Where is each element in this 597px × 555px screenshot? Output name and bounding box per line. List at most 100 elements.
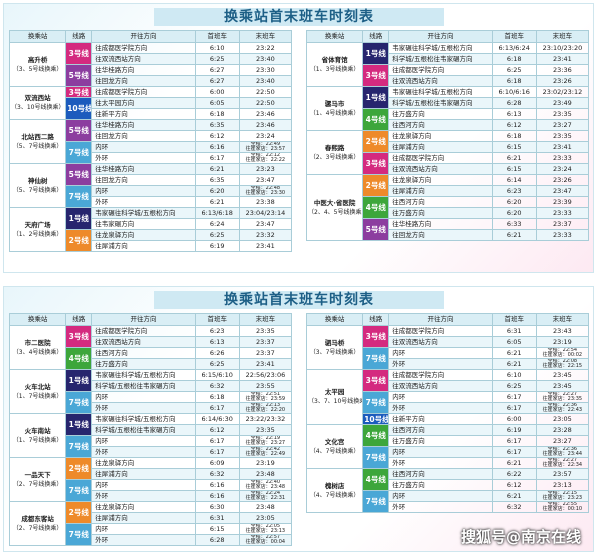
first-train: 6:10 bbox=[491, 369, 537, 381]
last-train: 23:57 bbox=[535, 468, 590, 480]
station-name: 双流西站 bbox=[24, 94, 51, 102]
last-train-time: 22:50 bbox=[256, 87, 275, 96]
last-train: 23:24 bbox=[238, 130, 293, 142]
last-train: 23:45 bbox=[535, 380, 590, 392]
last-train: 23:19 bbox=[238, 457, 293, 469]
station-cell: 太平园 （3、7、10号线换乘） bbox=[305, 369, 364, 425]
station-note: （2、4、5号线换乘） bbox=[308, 208, 363, 216]
last-train-time: 全程：22:49 bbox=[250, 141, 281, 147]
first-train: 6:33 bbox=[491, 218, 537, 230]
last-train: 23:10/23:20 bbox=[535, 42, 590, 54]
last-train: 23:46 bbox=[238, 119, 293, 131]
direction: 往华桂路方向 bbox=[91, 64, 196, 76]
line-cell: 7号线 bbox=[362, 347, 390, 370]
last-train: 22:50 bbox=[238, 86, 293, 98]
panel-title: 换乘站首末班车时刻表 bbox=[154, 8, 444, 26]
direction: 往华桂路方向 bbox=[91, 163, 196, 175]
first-train: 6:15 bbox=[194, 523, 240, 535]
last-train-time: 23:36 bbox=[553, 65, 572, 74]
last-train-time: 全程：22:36 bbox=[547, 402, 578, 408]
last-train-time: 往崔家店：23:30 bbox=[245, 190, 286, 196]
direction: 韦家碾往科学城/五根松方向 bbox=[91, 369, 196, 381]
last-train-time: 往崔家店：23:23 bbox=[542, 495, 583, 501]
first-train: 6:20 bbox=[491, 196, 537, 208]
station-note: （1、4号线换乘） bbox=[309, 109, 360, 117]
last-train: 全程：22:55 往崔家店：00:10 bbox=[535, 501, 590, 513]
direction: 往韦家碾方向 bbox=[91, 218, 196, 230]
last-train: 23:37 bbox=[238, 347, 293, 359]
last-train: 23:26 bbox=[535, 75, 590, 87]
direction: 往成都医学院方向 bbox=[91, 42, 196, 54]
row: 往双流西站方向 6:25 23:40 bbox=[10, 53, 293, 65]
station-name: 一品天下 bbox=[24, 470, 51, 479]
last-train: 23:35 bbox=[535, 130, 590, 142]
last-train-time: 23:49 bbox=[553, 98, 572, 107]
direction: 韦家碾往科学城/五根松方向 bbox=[91, 207, 196, 219]
header-row: 换乘站 线路 开往方向 首班车 末班车 bbox=[8, 30, 293, 43]
first-train: 6:14/6:30 bbox=[194, 413, 240, 425]
row: 外环 6:17 全程：22:12 往崔家店：22:22 bbox=[10, 152, 293, 164]
station-cell: 春熙路 （2、3号线换乘） bbox=[305, 130, 364, 175]
last-train-time: 往崔家店：23:57 bbox=[245, 146, 286, 152]
last-train: 23:47 bbox=[535, 185, 590, 197]
last-train: 全程：22:54 往崔家店：00:02 bbox=[535, 347, 590, 359]
station-note: （2、7号线换乘） bbox=[12, 524, 63, 532]
header-cell: 首班车 bbox=[491, 313, 537, 326]
header-cell: 换乘站 bbox=[8, 313, 67, 326]
last-train: 23:40 bbox=[238, 75, 293, 87]
direction: 往万盛方向 bbox=[388, 435, 493, 447]
line-cell: 5号线 bbox=[65, 163, 93, 186]
header-cell: 首班车 bbox=[194, 313, 240, 326]
last-train-time: 23:32 bbox=[256, 230, 275, 239]
last-train-time: 往崔家店：22:43 bbox=[542, 407, 583, 413]
station-name: 火车北站 bbox=[24, 382, 51, 391]
header-cell: 末班车 bbox=[535, 313, 590, 326]
last-train-time: 往崔家店：23:59 bbox=[245, 396, 286, 402]
first-train: 6:24 bbox=[194, 218, 240, 230]
direction: 科学城/五根松往韦家碾方向 bbox=[388, 53, 493, 65]
timetable: 换乘站 线路 开往方向 首班车 末班车 省体育馆 （1、3号线换乘） 1号线 韦家碾往科学城/五… bbox=[305, 30, 590, 241]
last-train-time: 23:10/23:20 bbox=[542, 43, 583, 52]
last-train-time: 22:56/23:06 bbox=[245, 370, 286, 379]
first-train: 6:25 bbox=[491, 64, 537, 76]
last-train-time: 往崔家店：00:02 bbox=[542, 352, 583, 358]
line-cell: 2号线 bbox=[65, 501, 93, 524]
row: 火车南站 （1、7号线换乘） 1号线 韦家碾往科学城/五根松方向 6:14/6:30 23… bbox=[8, 413, 293, 458]
row: 省体育馆 （1、3号线换乘） 1号线 韦家碾往科学城/五根松方向 6:13/6:24 23… bbox=[305, 42, 590, 87]
row: 往双流西站方向 6:25 23:45 bbox=[307, 380, 590, 392]
last-train-time: 23:02/23:12 bbox=[542, 87, 583, 96]
station-note: （3、5号线换乘） bbox=[12, 65, 63, 73]
station-note: （1、2号线换乘） bbox=[12, 230, 63, 238]
first-train: 6:21 bbox=[491, 358, 537, 370]
row: 10号线 往新平方向 6:00 23:05 bbox=[307, 413, 590, 425]
last-train: 23:40 bbox=[238, 53, 293, 65]
direction: 往龙泉驿方向 bbox=[91, 229, 196, 241]
row: 往犀浦方向 6:19 23:41 bbox=[10, 240, 293, 252]
header-cell: 开往方向 bbox=[388, 30, 493, 43]
row: 7号线 内环 6:21 全程：22:54 往崔家店：00:02 bbox=[307, 347, 590, 370]
last-train-time: 23:13 bbox=[553, 480, 572, 489]
header-cell: 首班车 bbox=[194, 30, 240, 43]
station-name: 神仙树 bbox=[27, 176, 48, 185]
first-train: 6:13/6:24 bbox=[491, 42, 537, 54]
first-train: 6:35 bbox=[194, 174, 240, 186]
line-cell: 5号线 bbox=[65, 119, 93, 142]
direction: 内环 bbox=[91, 141, 196, 153]
line-cell: 7号线 bbox=[362, 446, 390, 469]
last-train: 23:13 bbox=[535, 479, 590, 491]
station-cell: 天府广场 （1、2号线换乘） bbox=[8, 207, 67, 252]
direction: 往双流西站方向 bbox=[91, 53, 196, 65]
station-name: 成都东客站 bbox=[21, 514, 54, 523]
first-train: 6:21 bbox=[491, 229, 537, 241]
station-note: （3、4号线换乘） bbox=[12, 348, 63, 356]
last-train: 23:30 bbox=[238, 64, 293, 76]
line-cell: 4号线 bbox=[65, 347, 93, 370]
last-train: 23:28 bbox=[535, 424, 590, 436]
direction: 往成都医学院方向 bbox=[388, 152, 493, 164]
first-train: 6:15/6:10 bbox=[194, 369, 240, 381]
last-train: 23:36 bbox=[535, 64, 590, 76]
line-cell: 4号线 bbox=[362, 108, 390, 131]
last-train-time: 23:57 bbox=[553, 469, 572, 478]
direction: 韦家碾往科学城/五根松方向 bbox=[388, 86, 493, 98]
last-train-time: 全程：22:36 bbox=[547, 446, 578, 452]
